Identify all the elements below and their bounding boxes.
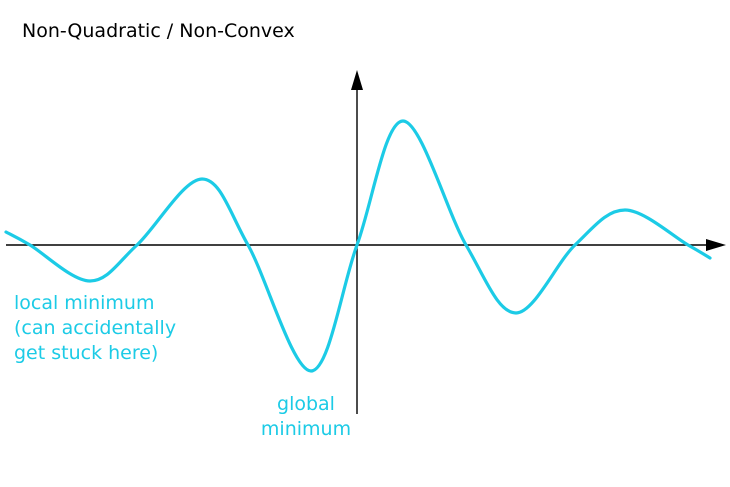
x-axis-arrowhead-icon: [706, 239, 726, 251]
global-minimum-line-2: minimum: [260, 418, 352, 440]
loss-curve: [4, 119, 712, 373]
diagram-title: Non-Quadratic / Non-Convex: [22, 20, 295, 42]
local-minimum-label: local minimum (can accidentally get stuc…: [14, 291, 176, 366]
global-minimum-line-1: global: [277, 393, 335, 415]
local-minimum-line-1: local minimum: [14, 292, 155, 314]
y-axis-arrowhead-icon: [351, 70, 363, 90]
global-minimum-label: global minimum: [246, 392, 366, 442]
local-minimum-line-3: get stuck here): [14, 342, 159, 364]
local-minimum-line-2: (can accidentally: [14, 317, 177, 339]
